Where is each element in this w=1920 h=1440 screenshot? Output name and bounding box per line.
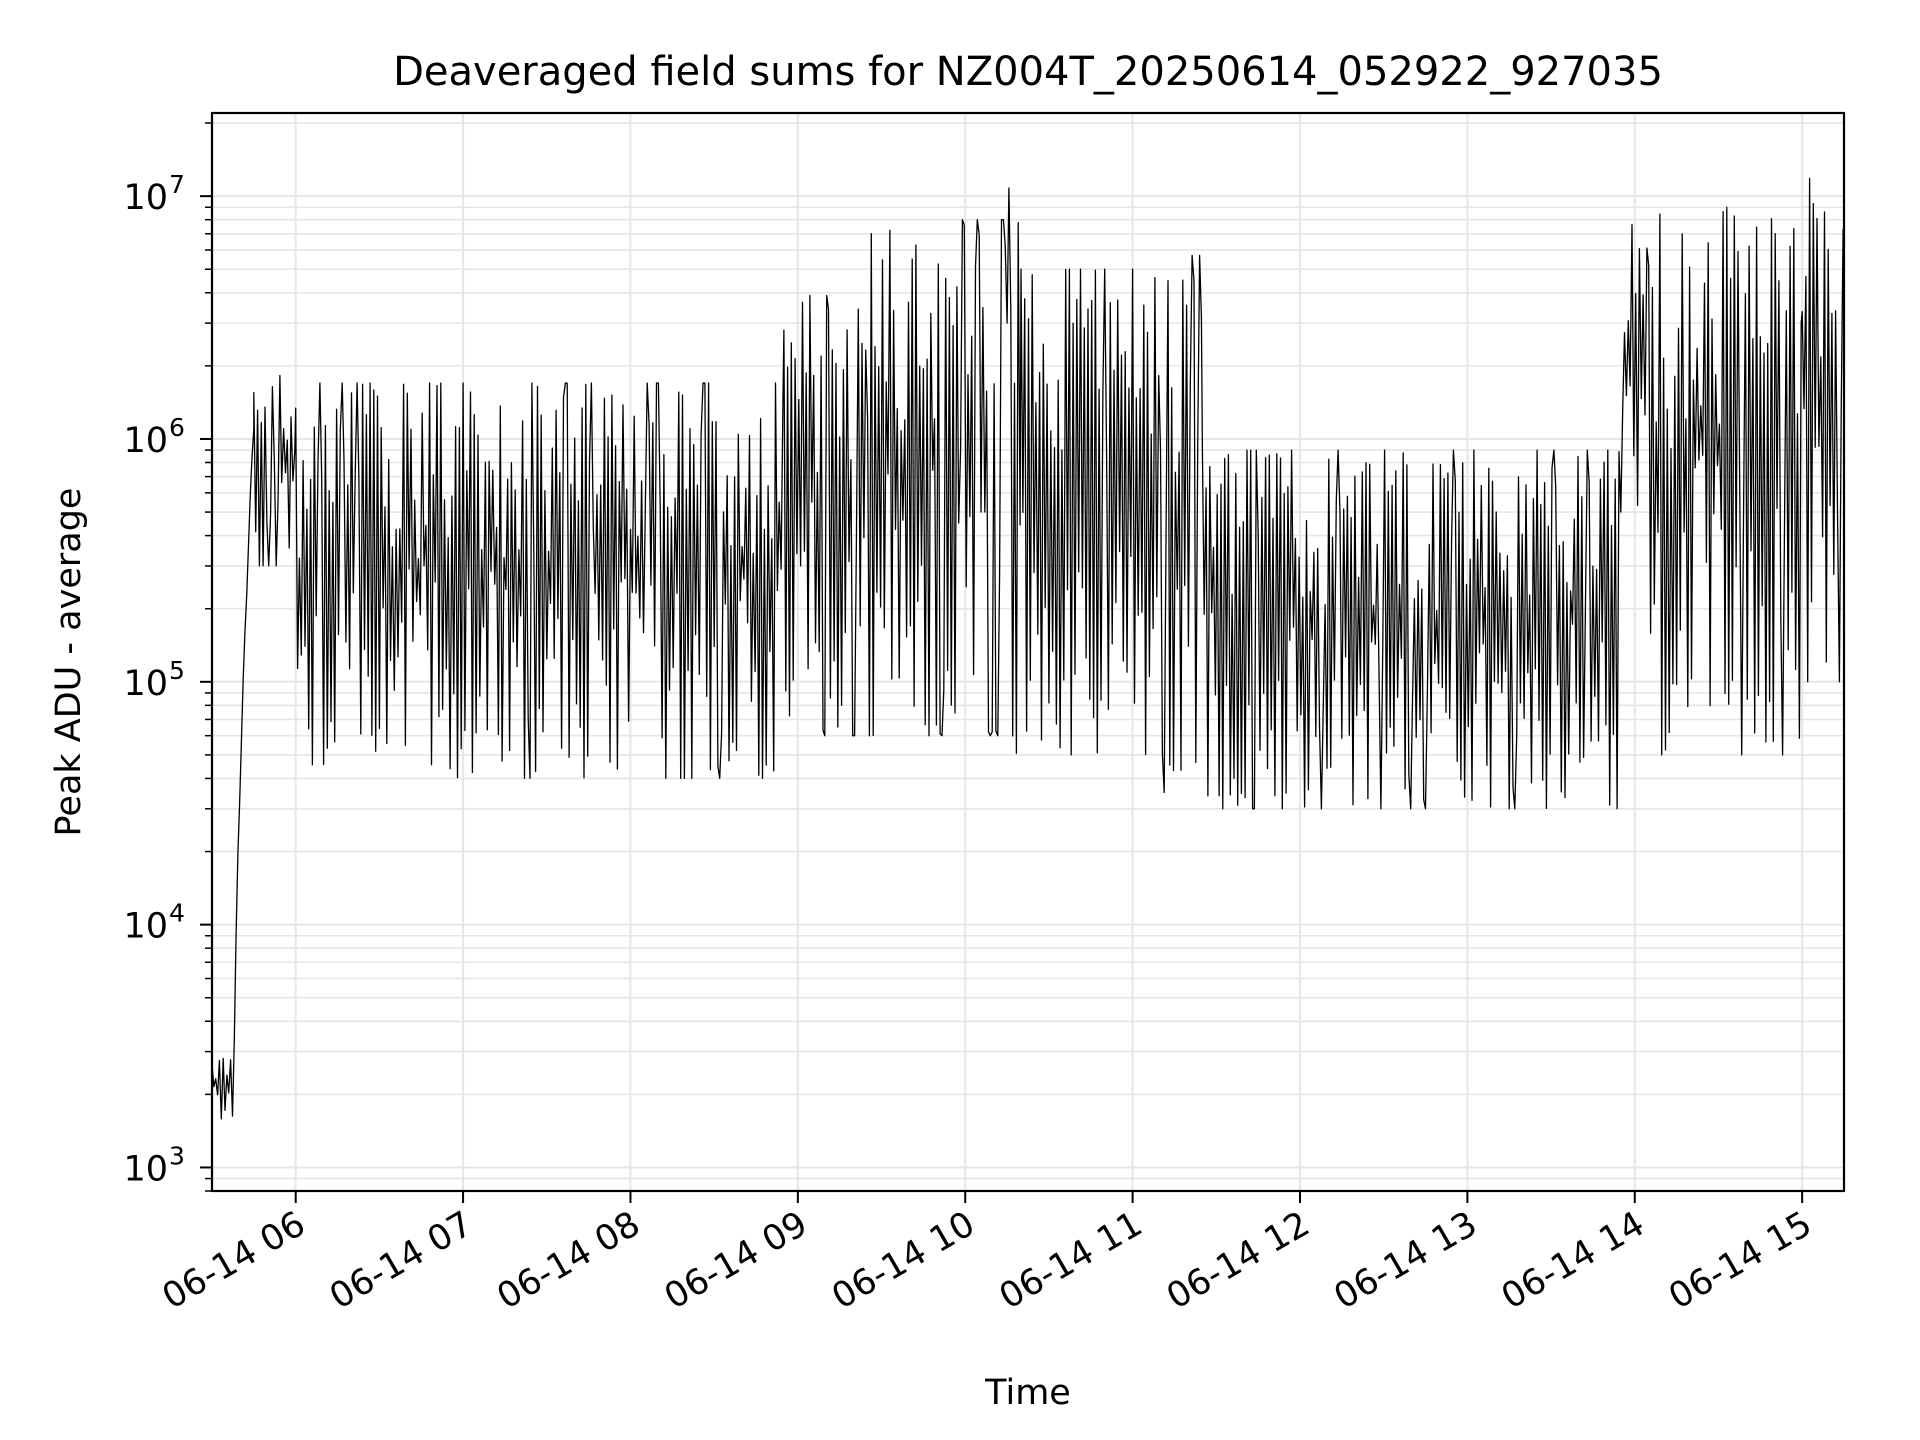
x-axis-label: Time: [984, 1373, 1071, 1413]
y-tick-label: 10: [123, 178, 168, 218]
plot-frame: [210, 111, 1846, 1193]
y-tick-exponent: 4: [169, 899, 185, 928]
y-tick-label: 10: [123, 907, 168, 947]
y-tick-label: 10: [123, 1149, 168, 1189]
y-tick-label: 10: [123, 664, 168, 704]
y-tick-exponent: 7: [169, 170, 185, 199]
y-tick-label: 10: [123, 421, 168, 461]
data-layer: [211, 177, 1844, 1120]
y-tick-exponent: 3: [169, 1141, 185, 1170]
series-line: [211, 177, 1844, 1120]
chart-title: Deaveraged field sums for NZ004T_2025061…: [393, 49, 1663, 95]
y-tick-exponent: 5: [169, 656, 185, 685]
y-axis-label: Peak ADU - average: [49, 488, 89, 837]
y-tick-exponent: 6: [169, 413, 185, 442]
